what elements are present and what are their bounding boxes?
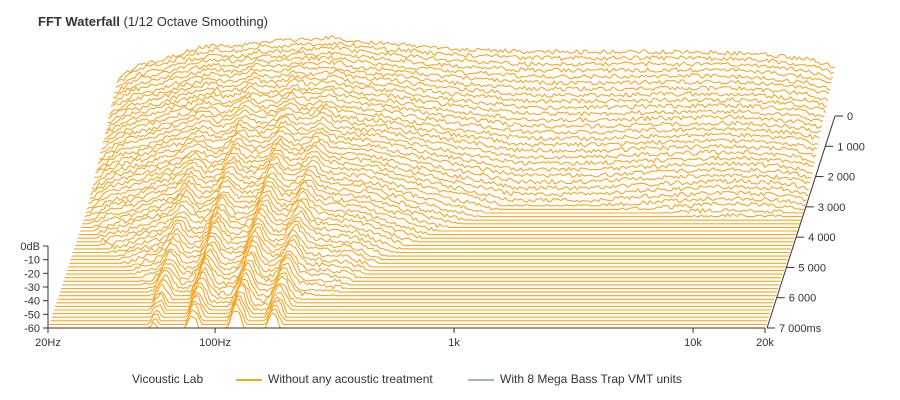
waterfall-slice-line (112, 55, 831, 100)
waterfall-slice-line (114, 50, 832, 94)
legend-label-treated: With 8 Mega Bass Trap VMT units (500, 372, 682, 386)
waterfall-slice-line (67, 235, 784, 272)
y-axis: 0dB -10-20 -30 -40-50 -60 (20, 241, 49, 335)
waterfall-slice-line (101, 102, 819, 150)
waterfall-slice-line (98, 111, 817, 160)
waterfall-slice-line (61, 259, 779, 290)
waterfall-slice-line (56, 278, 774, 304)
waterfall-slice-line (72, 211, 790, 254)
waterfall-slice-line (63, 251, 781, 282)
waterfall-slice-line (109, 69, 827, 116)
waterfall-slice-line (62, 252, 780, 286)
waterfall-slice-line (96, 120, 814, 171)
time-tick-label: 7 000ms (779, 323, 822, 335)
waterfall-slice-line (86, 155, 805, 210)
waterfall-slice-line (71, 217, 789, 257)
waterfall-slice-line (116, 41, 835, 84)
waterfall-slice-line (70, 223, 788, 261)
y-tick-label: -50 (24, 309, 40, 321)
waterfall-slice-line (69, 226, 787, 264)
waterfall-slice-line (68, 229, 786, 268)
waterfall-slice-line (65, 239, 783, 275)
waterfall-slice-line (58, 268, 776, 297)
time-axis-line (766, 115, 836, 329)
legend-swatch-untreated (236, 379, 262, 381)
waterfall-slice-line (59, 262, 777, 293)
legend-label-untreated: Without any acoustic treatment (268, 372, 433, 386)
waterfall-slice-line (104, 87, 823, 134)
waterfall-slice-line (64, 244, 782, 279)
waterfall-slice-line (91, 137, 809, 191)
waterfall-slice-line (53, 283, 771, 311)
time-tick-label: 6 000 (789, 293, 817, 305)
waterfall-slice-line (51, 295, 769, 318)
waterfall-slice-line (88, 152, 806, 207)
waterfall-slice-line (107, 78, 825, 124)
waterfall-slice-line (81, 181, 799, 228)
y-tick-label: -60 (24, 323, 40, 335)
time-tick-label: 4 000 (808, 232, 836, 244)
waterfall-slice-line (50, 298, 768, 322)
chart-title: FFT Waterfall (1/12 Octave Smoothing) (38, 14, 268, 29)
waterfall-slice-line (80, 184, 797, 232)
x-tick-label: 20Hz (35, 337, 61, 349)
y-tick-label: -10 (24, 255, 40, 267)
time-tick-label: 2 000 (828, 172, 856, 184)
waterfall-slice-line (49, 302, 767, 325)
waterfall-slice-line (90, 143, 809, 197)
time-tick-label: 0 (847, 111, 853, 123)
waterfall-slice-line (76, 199, 794, 243)
waterfall-slice-line (55, 281, 773, 307)
x-tick-label: 1k (448, 337, 460, 349)
waterfall-slice-line (97, 115, 815, 164)
waterfall-slice-line (100, 106, 818, 154)
waterfall-slice-line (57, 272, 775, 300)
x-tick-label: 100Hz (199, 337, 231, 349)
waterfall-slice-line (110, 64, 829, 107)
chart-title-main: FFT Waterfall (38, 14, 120, 29)
waterfall-slice-line (105, 83, 824, 131)
waterfall-slice-line (84, 166, 802, 218)
waterfall-slice-line (82, 176, 800, 225)
legend-swatch-treated (468, 379, 494, 381)
x-tick-label: 10k (684, 337, 702, 349)
chart-subtitle: (1/12 Octave Smoothing) (123, 14, 269, 29)
waterfall-chart: 0dB-10-20-30-40-50-60 20Hz 100Hz 1k 10k 20k … (20, 35, 865, 349)
waterfall-slice-line (85, 162, 803, 214)
time-tick-label: 1 000 (837, 141, 865, 153)
time-tick-label: 5 000 (798, 262, 826, 274)
legend: Vicoustic Lab Without any acoustic treat… (0, 370, 900, 390)
y-tick-label: 0dB (20, 241, 40, 253)
y-tick-label: -20 (24, 268, 40, 280)
y-tick-label: -40 (24, 296, 40, 308)
time-tick-label: 3 000 (818, 202, 846, 214)
waterfall-slice-line (52, 290, 770, 315)
waterfall-slice-line (102, 97, 820, 144)
waterfall-slice-line (75, 203, 793, 246)
waterfall-slice-line (108, 74, 826, 120)
y-tick-label: -30 (24, 282, 40, 294)
waterfall-slice-line (111, 59, 830, 104)
time-axis: 0 1 000 2 000 3 000 4 000 5 000 6 000 7 000ms (766, 111, 865, 335)
waterfall-slice-line (117, 35, 835, 80)
legend-brand: Vicoustic Lab (132, 372, 204, 386)
waterfall-slice-line (115, 45, 833, 88)
waterfall-slice-line (74, 208, 792, 250)
waterfall-slice-line (89, 149, 807, 203)
waterfall-slice-line (94, 130, 812, 179)
x-tick-label: 20k (756, 337, 774, 349)
waterfall-slice-line (78, 190, 796, 236)
waterfall-slices (48, 35, 835, 329)
waterfall-slice-line (92, 135, 811, 186)
waterfall-slice-line (77, 194, 795, 239)
waterfall-slice-line (95, 125, 813, 175)
x-axis: 20Hz 100Hz 1k 10k 20k (35, 327, 774, 349)
waterfall-slice-line (83, 172, 801, 221)
waterfall-slice-line (103, 91, 821, 140)
